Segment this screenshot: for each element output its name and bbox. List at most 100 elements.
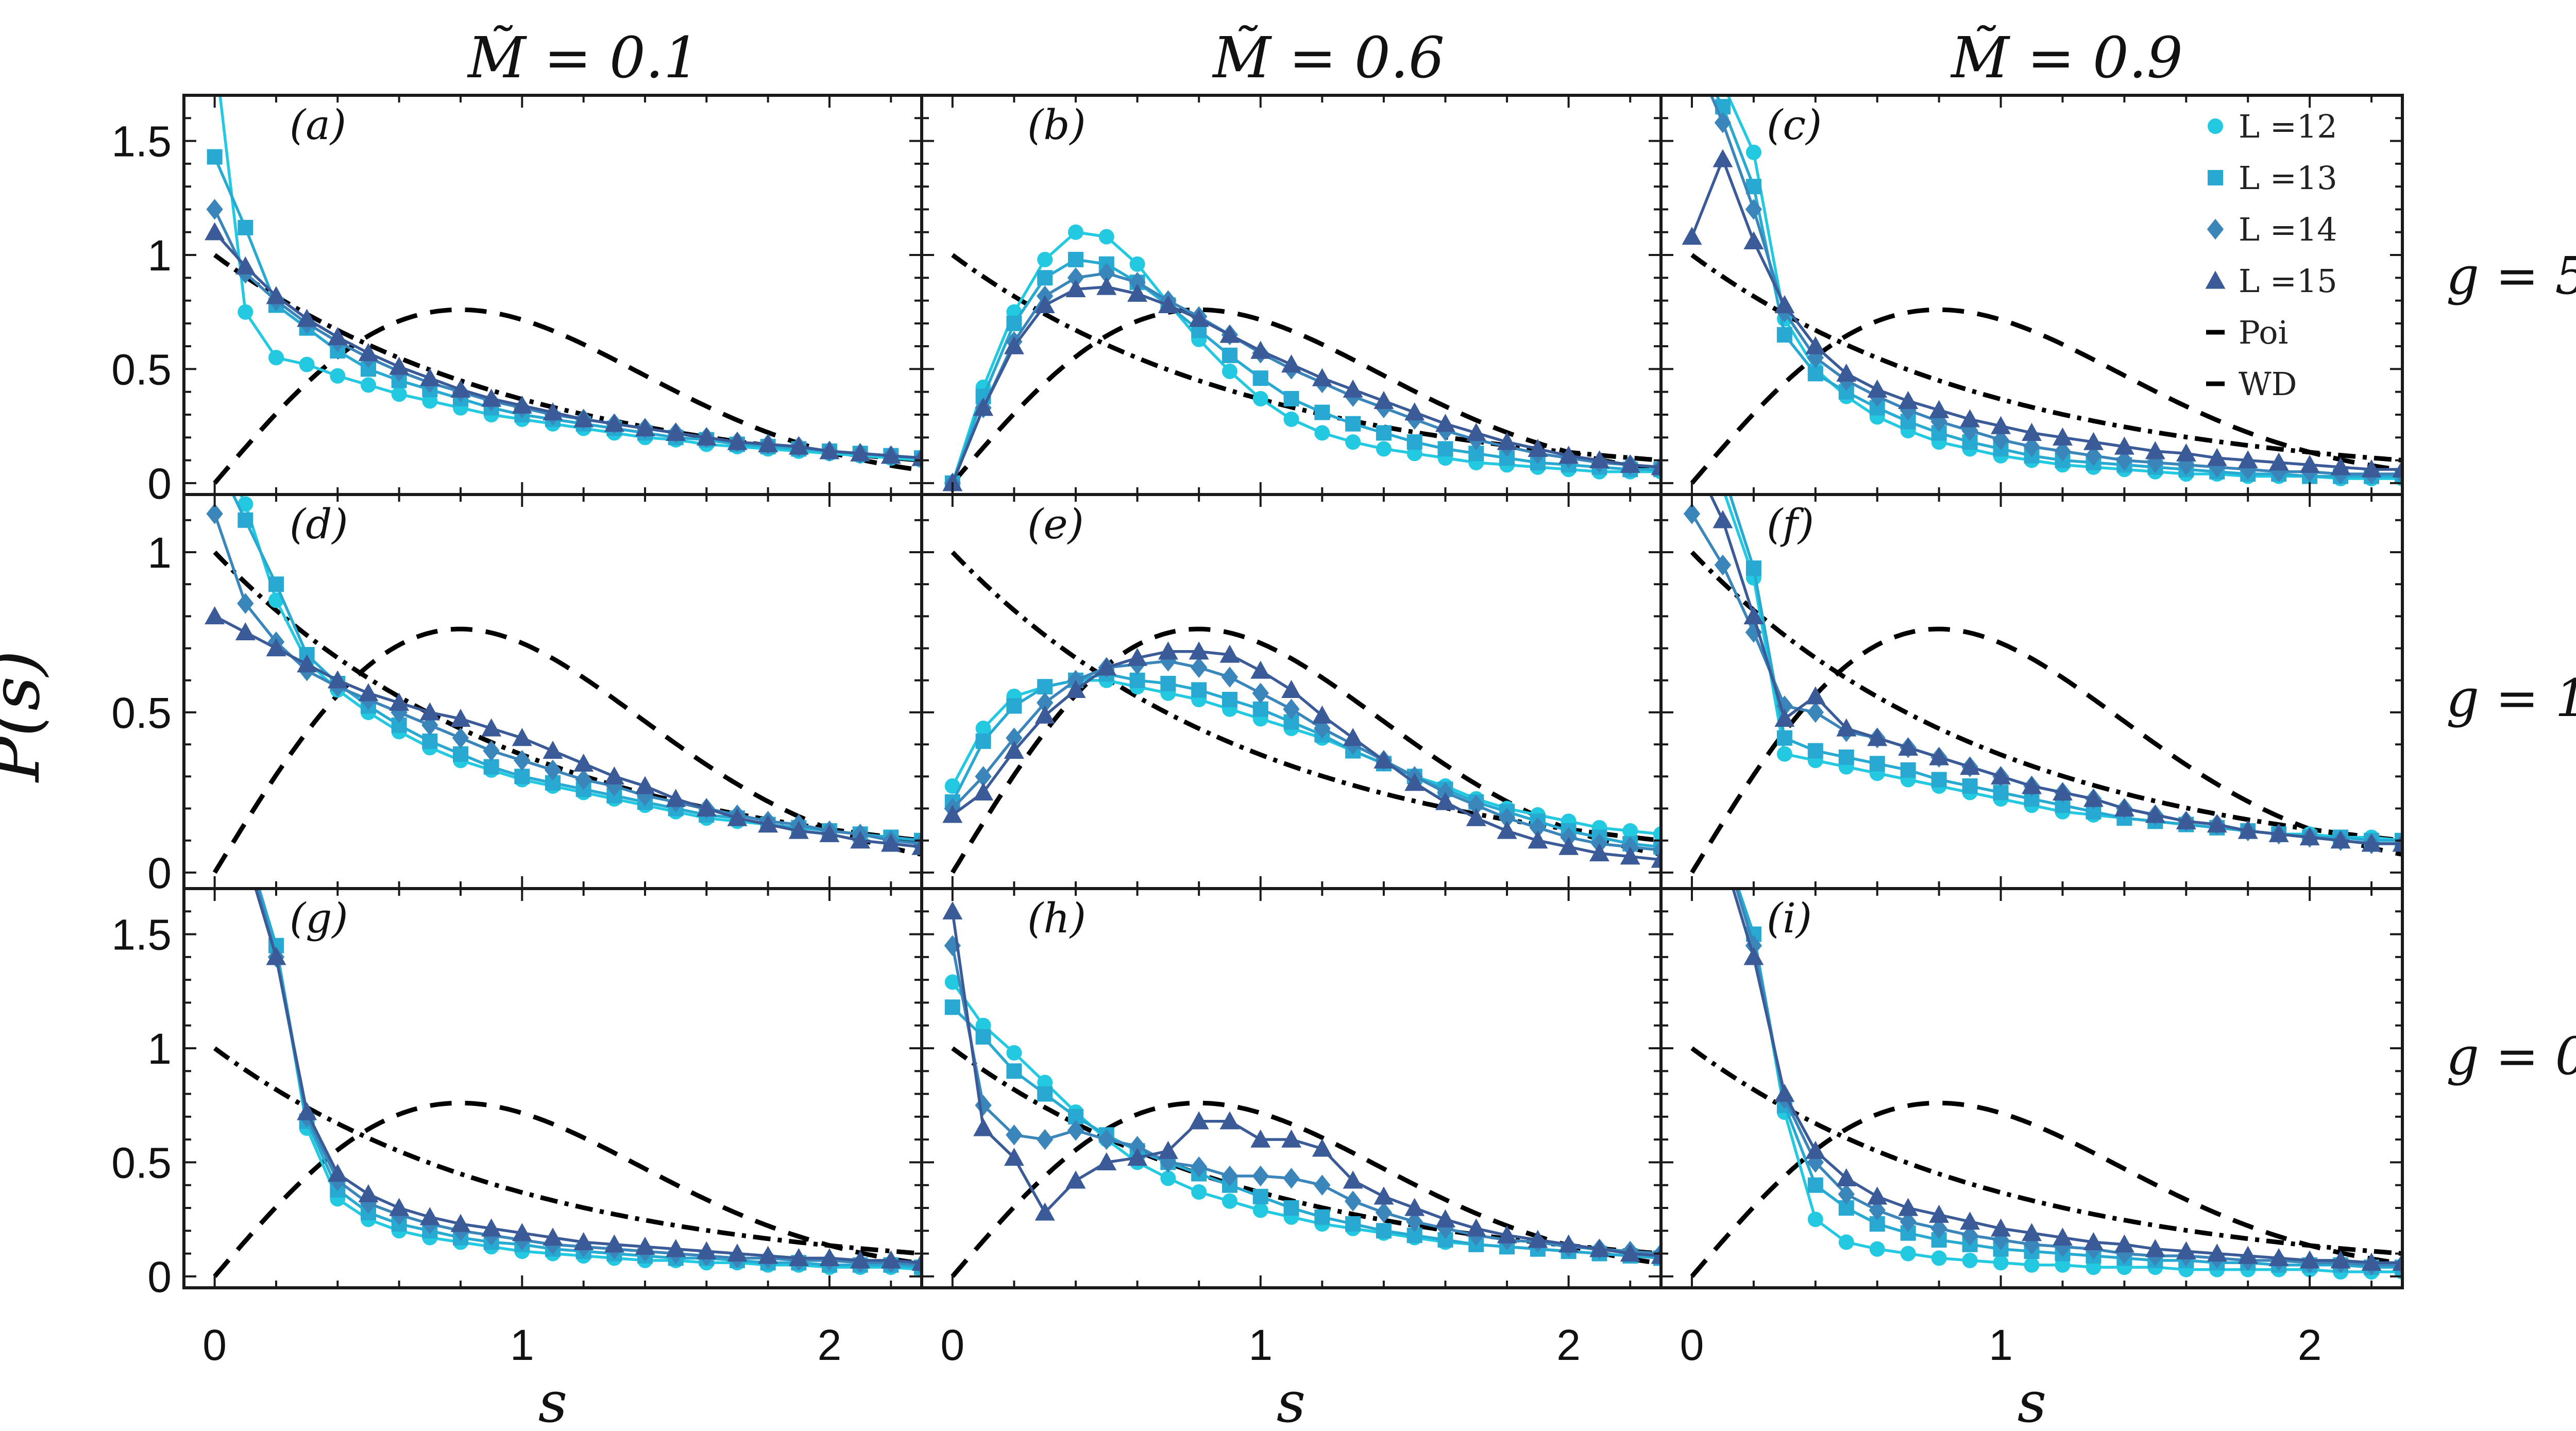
data-point [1774, 1084, 1795, 1102]
data-point [1343, 379, 1363, 398]
data-point [1807, 366, 1823, 382]
data-point [1743, 231, 1764, 250]
x-tick-label: 2 [1556, 1321, 1581, 1369]
data-point [666, 422, 686, 441]
data-point [942, 805, 963, 823]
data-point [1931, 772, 1947, 788]
x-tick-label: 0 [940, 1321, 964, 1369]
wigner-dyson-curve [213, 307, 922, 485]
data-point [1498, 807, 1516, 829]
data-point [1283, 391, 1299, 406]
data-point [1929, 400, 1950, 418]
data-point [1745, 935, 1762, 956]
series-line [1735, 889, 2402, 1267]
y-tick-label: 0 [147, 459, 172, 508]
data-point [1745, 144, 1761, 160]
data-point [2299, 1250, 2320, 1269]
data-point [1158, 1140, 1178, 1159]
data-point [635, 776, 655, 794]
data-point [1160, 1170, 1176, 1186]
data-point [1838, 1184, 1855, 1205]
poisson-curve [1690, 1046, 2402, 1256]
data-point [205, 606, 225, 624]
panel-label: (d) [290, 500, 348, 548]
data-point [2114, 1234, 2134, 1253]
data-point [1713, 510, 1733, 529]
data-point [544, 759, 562, 781]
data-point [419, 1207, 440, 1225]
y-tick-label: 0.5 [111, 689, 172, 737]
data-point [1437, 441, 1453, 457]
data-point [238, 835, 253, 850]
data-point [1558, 1234, 1579, 1253]
data-point [1037, 1086, 1053, 1102]
data-point [1037, 270, 1053, 286]
y-tick-label: 0 [147, 1253, 172, 1301]
legend-item-L14: L =14 [2207, 211, 2337, 248]
data-point [1129, 1136, 1146, 1157]
data-point [1004, 1148, 1024, 1166]
data-point [944, 778, 960, 794]
data-point [819, 824, 840, 842]
series-line [257, 889, 922, 1271]
series-line [256, 889, 922, 1267]
y-tick-label: 1 [147, 529, 172, 577]
data-point [2361, 833, 2382, 852]
data-point [1466, 808, 1486, 826]
data-point [327, 1164, 348, 1182]
data-point [1713, 844, 1733, 862]
row-title-1: g = 5 [2446, 246, 2576, 306]
data-point [1404, 773, 1425, 791]
data-point [975, 766, 992, 787]
series-L15 [1713, 844, 2402, 1271]
x-axis-label-1: s [538, 1369, 567, 1431]
data-point [1466, 422, 1486, 441]
data-point [1743, 947, 1764, 965]
data-point [635, 418, 655, 437]
data-point [880, 833, 901, 852]
data-point [2392, 1252, 2402, 1271]
data-point [880, 446, 901, 464]
data-point [850, 1250, 871, 1269]
data-point [1376, 425, 1392, 441]
wigner-dyson-curve [951, 1100, 1661, 1278]
x-tick-label: 2 [2298, 1321, 2322, 1369]
data-point [2361, 459, 2382, 478]
data-point [604, 1234, 624, 1253]
series-L12 [944, 974, 1661, 1266]
data-point [911, 448, 922, 466]
data-point [1715, 76, 1731, 92]
data-point [1252, 1165, 1269, 1187]
poisson-curve [213, 550, 922, 843]
data-point [1528, 438, 1548, 457]
data-point [880, 1250, 901, 1269]
data-point [788, 436, 809, 455]
data-point [1558, 837, 1579, 855]
data-point [206, 503, 223, 524]
panel-frame [182, 94, 923, 496]
data-point [2330, 1250, 2351, 1269]
series-L15 [1682, 149, 2402, 478]
legend-item-L13: L =13 [2208, 159, 2337, 197]
data-point [235, 844, 256, 862]
data-point [483, 740, 500, 761]
data-point [1035, 1202, 1055, 1221]
data-point [1006, 1063, 1022, 1079]
x-tick-label: 1 [1248, 1321, 1273, 1369]
data-point [481, 388, 502, 407]
data-point [1252, 701, 1268, 717]
plot-area [942, 550, 1661, 874]
data-point [2054, 440, 2071, 462]
x-tick-label: 1 [1989, 1321, 2013, 1369]
data-point [1067, 1120, 1084, 1141]
legend-item-WD: WD [2206, 365, 2297, 403]
panel-label: (h) [1027, 894, 1086, 942]
data-point [2176, 811, 2196, 829]
data-point [1035, 705, 1055, 724]
data-point [238, 835, 253, 850]
data-point [1774, 295, 1795, 314]
data-point [1252, 683, 1269, 704]
data-point [1006, 1125, 1023, 1146]
data-point [1096, 1152, 1117, 1171]
